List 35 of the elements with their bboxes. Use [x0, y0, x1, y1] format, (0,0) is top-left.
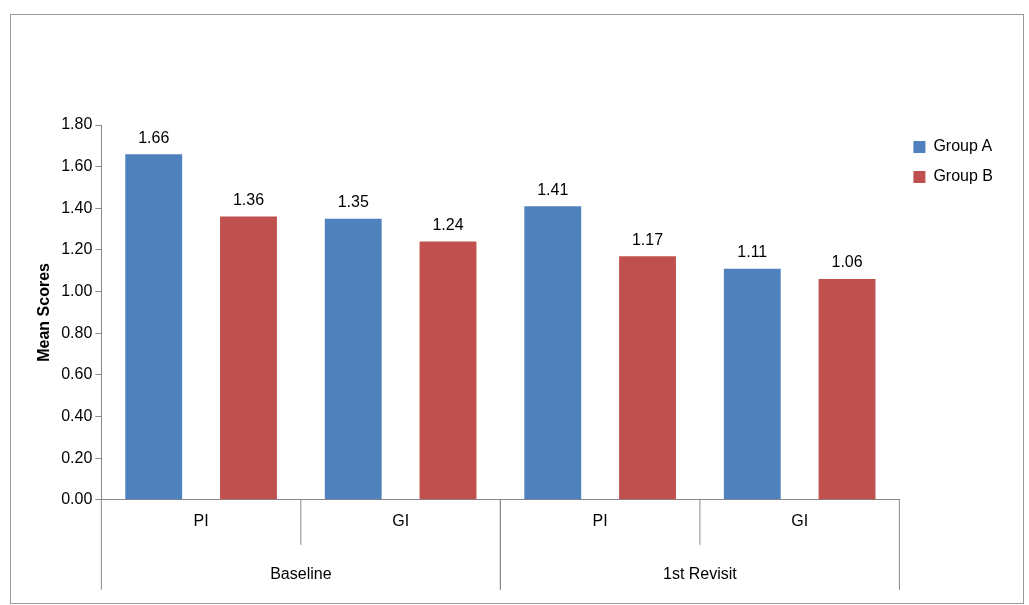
y-tick-label: 0.20 — [61, 448, 93, 466]
bar — [619, 256, 676, 500]
y-tick-label: 1.80 — [61, 115, 93, 133]
y-tick-label: 0.00 — [61, 490, 93, 508]
y-tick-label: 0.40 — [61, 406, 93, 424]
bar — [125, 154, 183, 500]
y-tick-label: 0.60 — [61, 365, 93, 383]
data-label: 1.41 — [537, 180, 569, 198]
y-tick-label: 0.80 — [61, 323, 93, 341]
data-label: 1.36 — [232, 191, 265, 209]
data-label: 1.11 — [737, 243, 768, 261]
x-tick-label: PI — [193, 511, 209, 529]
y-tick-label: 1.60 — [61, 157, 93, 175]
y-axis-title: Mean Scores — [35, 262, 53, 362]
x-tick-label: GI — [791, 511, 809, 529]
x-tick-label: GI — [392, 511, 410, 529]
data-label: 1.35 — [337, 193, 369, 211]
bar — [220, 216, 277, 500]
text: 1st Revisit — [663, 565, 738, 583]
legend-label: Group B — [933, 167, 994, 185]
y-tick-label: 1.20 — [61, 240, 93, 258]
data-label: 1.17 — [631, 230, 664, 248]
x-tick-label: PI — [592, 511, 608, 529]
y-tick-label: 1.00 — [61, 281, 93, 299]
data-label: 1.66 — [138, 128, 170, 146]
bar — [723, 268, 781, 500]
bar — [419, 241, 477, 500]
legend-label: Group A — [933, 137, 993, 155]
data-label: 1.24 — [432, 216, 464, 234]
data-label: 1.06 — [831, 253, 863, 271]
y-tick-label: 1.40 — [61, 198, 93, 216]
text: Baseline — [270, 565, 332, 583]
bar — [524, 206, 582, 500]
bar — [818, 279, 876, 500]
bar — [324, 218, 382, 500]
